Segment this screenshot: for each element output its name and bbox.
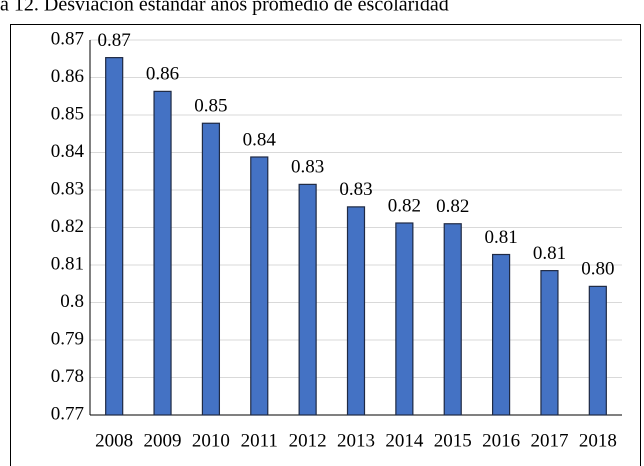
y-tick-label: 0.79 [51, 328, 84, 349]
y-tick-label: 0.84 [51, 141, 85, 162]
x-tick-label: 2017 [530, 430, 568, 451]
value-label: 0.87 [98, 30, 131, 51]
bar [443, 223, 462, 416]
bar [153, 90, 172, 416]
y-tick-label: 0.8 [60, 291, 84, 312]
value-label: 0.83 [339, 179, 372, 200]
bar [201, 122, 221, 416]
bar [250, 156, 269, 416]
y-tick-label: 0.77 [51, 403, 84, 424]
x-tick-label: 2016 [482, 430, 520, 451]
value-label: 0.82 [388, 195, 421, 216]
bar [588, 285, 607, 416]
y-tick-label: 0.87 [51, 28, 84, 49]
value-label: 0.82 [436, 196, 469, 217]
x-tick-label: 2011 [241, 430, 278, 451]
y-tick-label: 0.82 [51, 216, 84, 237]
x-tick-label: 2010 [192, 430, 230, 451]
bar [346, 206, 366, 416]
bar [298, 183, 317, 416]
value-label: 0.83 [291, 157, 324, 178]
x-tick-label: 2014 [385, 430, 424, 451]
x-tick-label: 2018 [579, 430, 617, 451]
value-label: 0.80 [581, 259, 614, 280]
value-label: 0.81 [484, 227, 517, 248]
y-tick-label: 0.86 [51, 66, 84, 87]
y-tick-label: 0.85 [51, 103, 84, 124]
bar [105, 57, 124, 416]
value-label: 0.85 [194, 96, 227, 117]
chart-title: a 12. Desviación estándar años promedio … [0, 0, 449, 16]
x-tick-label: 2009 [144, 430, 182, 451]
x-tick-label: 2012 [289, 430, 327, 451]
value-label: 0.81 [533, 243, 566, 264]
x-tick-label: 2015 [434, 430, 472, 451]
x-tick-label: 2008 [95, 430, 133, 451]
bar [491, 253, 511, 416]
y-tick-label: 0.81 [51, 253, 84, 274]
y-tick-label: 0.78 [51, 366, 84, 387]
bar [540, 270, 559, 416]
y-tick-label: 0.83 [51, 178, 84, 199]
bar [395, 222, 414, 416]
value-label: 0.86 [146, 64, 179, 85]
x-tick-label: 2013 [337, 430, 375, 451]
value-label: 0.84 [243, 129, 277, 150]
